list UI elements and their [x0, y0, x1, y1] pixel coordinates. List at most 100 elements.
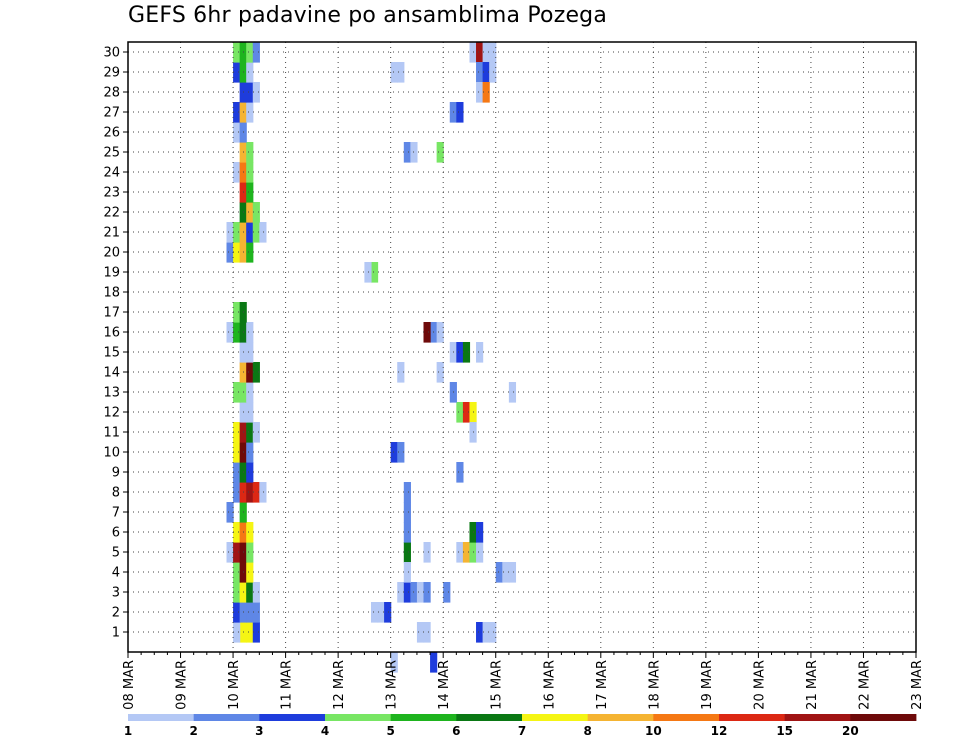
x-tick-label: 17 MAR [595, 660, 610, 710]
heat-cell [233, 242, 241, 263]
heat-cell [476, 522, 484, 543]
heat-cell [246, 42, 254, 63]
heat-cell [390, 442, 398, 463]
heat-cell [423, 582, 431, 603]
heat-cell [246, 222, 254, 243]
x-axis: 08 MAR 09 MAR 10 MAR 11 MAR 12 MAR 13 MAR 14 M… [122, 652, 925, 710]
heat-cell [456, 402, 464, 423]
heat-cell [246, 82, 254, 103]
y-tick-label: 22 [103, 206, 120, 221]
heat-cell [246, 202, 254, 223]
heat-cell [252, 202, 260, 223]
heat-cell [476, 542, 484, 563]
y-tick-label: 7 [112, 506, 120, 521]
y-tick-label: 11 [103, 426, 120, 441]
heat-cell [482, 622, 490, 643]
y-tick-label: 14 [103, 366, 120, 381]
y-tick-label: 27 [103, 106, 120, 121]
heat-cell [246, 542, 254, 563]
heat-cell [377, 602, 385, 623]
cells-layer [226, 42, 517, 673]
y-tick-label: 3 [112, 586, 120, 601]
y-tick-label: 4 [112, 566, 120, 581]
heat-cell [246, 322, 254, 343]
heat-cell [502, 562, 510, 583]
heat-cell [403, 522, 411, 543]
x-tick-label: 08 MAR [122, 660, 137, 710]
heat-cell [246, 102, 254, 123]
x-tick-label: 23 MAR [910, 660, 925, 710]
heat-cell [370, 262, 379, 283]
colorbar-label: 20 [842, 724, 859, 738]
y-tick-label: 8 [112, 486, 120, 501]
heat-cell [233, 122, 241, 143]
heat-cell [423, 542, 431, 563]
heat-cell [246, 422, 254, 443]
heat-cell [233, 582, 241, 603]
heat-cell [430, 652, 438, 673]
y-tick-label: 28 [103, 86, 120, 101]
heat-cell [226, 222, 234, 243]
y-tick-label: 26 [103, 126, 120, 141]
y-tick-label: 18 [103, 286, 120, 301]
colorbar-label: 6 [452, 724, 460, 738]
heat-cell [476, 82, 484, 103]
heat-cell [489, 622, 497, 643]
heat-cell [233, 622, 241, 643]
chart-title: GEFS 6hr padavine po ansamblima Pozega [128, 3, 608, 28]
heat-cell [246, 62, 254, 83]
colorbar-swatch [522, 714, 589, 721]
x-tick-label: 11 MAR [280, 660, 295, 710]
heat-cell [233, 62, 241, 83]
heat-cell [246, 342, 254, 363]
heat-cell [226, 502, 234, 523]
heat-cell [252, 222, 260, 243]
heat-cell [259, 222, 267, 243]
colorbar-swatch [850, 714, 917, 721]
heat-cell [416, 582, 425, 603]
heat-cell [246, 442, 254, 463]
heat-cell [233, 542, 241, 563]
colorbar-swatch [128, 714, 195, 721]
heat-cell [226, 542, 234, 563]
heat-cell [489, 62, 497, 83]
y-axis: 1234567891011121314151617181920212223242… [103, 46, 128, 641]
heat-cell [476, 62, 484, 83]
heat-cell [233, 482, 241, 503]
colorbar-swatch [325, 714, 392, 721]
heat-cell [226, 242, 234, 263]
y-tick-label: 20 [103, 246, 120, 261]
heat-cell [482, 42, 490, 63]
heat-cell [246, 522, 254, 543]
heat-cell [233, 322, 241, 343]
heat-cell [233, 382, 241, 403]
y-tick-label: 29 [103, 66, 120, 81]
heat-cell [508, 562, 517, 583]
y-tick-label: 23 [103, 186, 120, 201]
y-tick-label: 9 [112, 466, 120, 481]
heat-cell [233, 462, 241, 483]
heat-cell [495, 562, 503, 583]
y-tick-label: 19 [103, 266, 120, 281]
heat-cell [423, 322, 431, 343]
heat-cell [246, 482, 254, 503]
heat-cell [233, 522, 241, 543]
heat-cell [252, 422, 260, 443]
x-tick-label: 21 MAR [805, 660, 820, 710]
x-tick-label: 12 MAR [332, 660, 347, 710]
heat-cell [233, 102, 241, 123]
heat-cell [252, 582, 260, 603]
heat-cell [252, 482, 260, 503]
heat-cell [403, 502, 411, 523]
heat-cell [246, 162, 254, 183]
y-tick-label: 21 [103, 226, 120, 241]
y-tick-label: 1 [112, 626, 120, 641]
colorbar-label: 12 [711, 724, 728, 738]
x-tick-label: 22 MAR [857, 660, 872, 710]
heat-cell [384, 602, 392, 623]
heat-cell [233, 42, 241, 63]
x-tick-label: 09 MAR [175, 660, 190, 710]
heat-cell [436, 362, 444, 383]
heat-cell [462, 402, 471, 423]
